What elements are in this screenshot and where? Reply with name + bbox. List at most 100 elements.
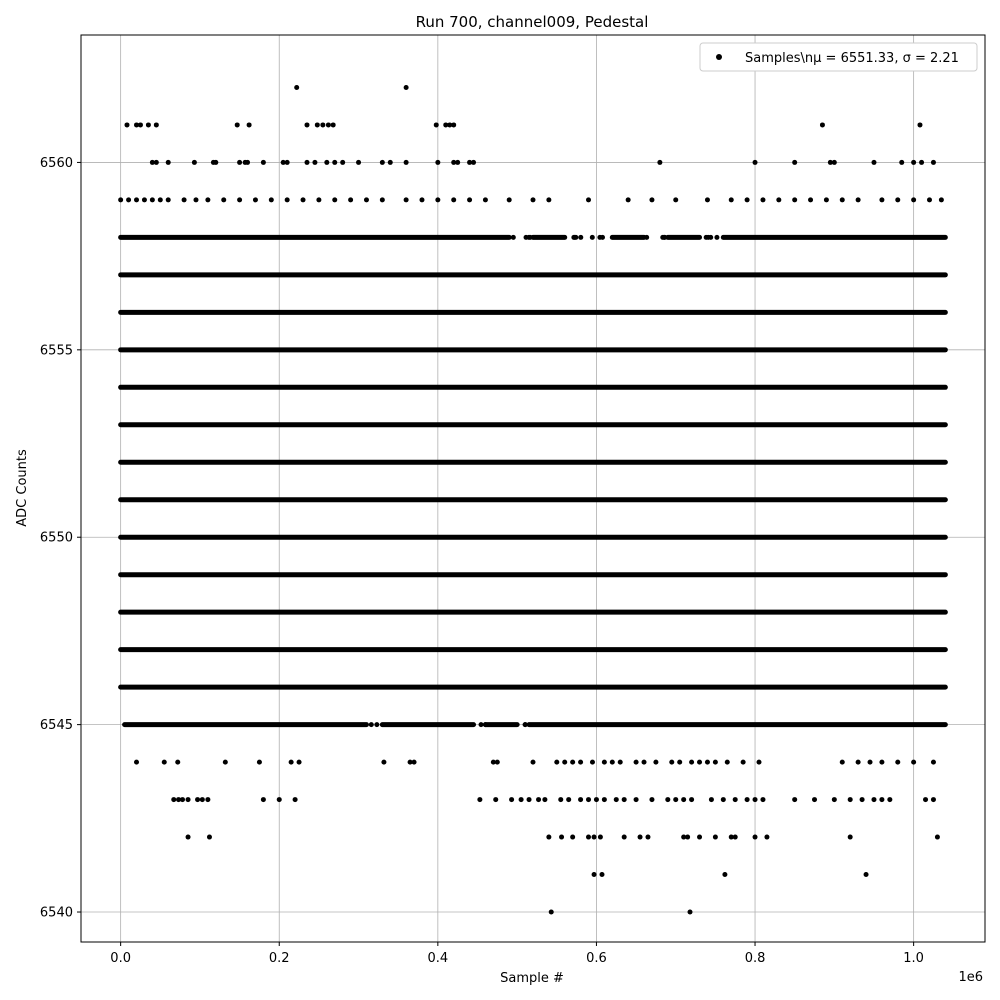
- data-point: [827, 159, 833, 165]
- data-point: [161, 759, 167, 765]
- legend: Samples\nμ = 6551.33, σ = 2.21: [699, 42, 978, 72]
- data-point: [237, 159, 243, 165]
- data-point: [657, 159, 663, 165]
- data-point: [871, 797, 877, 803]
- data-point: [213, 159, 219, 165]
- data-point: [199, 797, 205, 803]
- data-point: [752, 834, 758, 840]
- data-point: [744, 797, 750, 803]
- data-point: [478, 722, 484, 728]
- data-point: [494, 759, 500, 765]
- data-point: [185, 834, 191, 840]
- legend-label: Samples\nμ = 6551.33, σ = 2.21: [745, 51, 959, 66]
- data-point: [697, 834, 703, 840]
- data-point: [756, 759, 762, 765]
- data-point: [621, 834, 627, 840]
- data-point: [752, 797, 758, 803]
- data-point: [185, 797, 191, 803]
- data-point: [930, 797, 936, 803]
- data-point: [153, 159, 159, 165]
- data-point: [509, 797, 515, 803]
- y-tick-label: 6540: [40, 906, 73, 921]
- data-point: [617, 759, 623, 765]
- data-point: [246, 122, 252, 128]
- data-point: [530, 759, 536, 765]
- data-point: [332, 159, 338, 165]
- data-point: [724, 759, 730, 765]
- data-point: [467, 197, 473, 203]
- data-point: [572, 234, 578, 240]
- data-point: [126, 197, 132, 203]
- data-point: [419, 197, 425, 203]
- data-point: [518, 797, 524, 803]
- data-point: [284, 159, 290, 165]
- data-point: [477, 797, 483, 803]
- data-point: [895, 197, 901, 203]
- data-point: [839, 197, 845, 203]
- data-point: [930, 759, 936, 765]
- data-point: [340, 159, 346, 165]
- data-point: [764, 834, 770, 840]
- data-point: [911, 197, 917, 203]
- data-point: [732, 797, 738, 803]
- data-point: [134, 122, 140, 128]
- data-point: [451, 197, 457, 203]
- data-point: [288, 759, 294, 765]
- data-point: [687, 909, 693, 915]
- data-point: [522, 722, 528, 728]
- data-point: [601, 797, 607, 803]
- data-point: [649, 797, 655, 803]
- data-point: [559, 834, 565, 840]
- data-point: [368, 722, 374, 728]
- data-point: [118, 197, 124, 203]
- data-point: [268, 197, 274, 203]
- data-point: [681, 797, 687, 803]
- data-point: [677, 759, 683, 765]
- data-point: [276, 797, 282, 803]
- data-point: [578, 759, 584, 765]
- data-point: [578, 797, 584, 803]
- data-point: [728, 197, 734, 203]
- chart-title: Run 700, channel009, Pedestal: [416, 13, 649, 31]
- data-point: [320, 122, 326, 128]
- data-point: [548, 909, 554, 915]
- data-point: [728, 834, 734, 840]
- data-point: [134, 197, 140, 203]
- data-point: [831, 159, 837, 165]
- data-point: [911, 159, 917, 165]
- data-point: [435, 197, 441, 203]
- data-point: [506, 197, 512, 203]
- y-tick-label: 6555: [40, 343, 73, 358]
- data-point: [411, 759, 417, 765]
- data-point: [645, 834, 651, 840]
- data-point: [292, 797, 298, 803]
- data-point: [712, 759, 718, 765]
- data-point: [348, 197, 354, 203]
- data-point: [387, 159, 393, 165]
- x-tick-label: 0.2: [269, 951, 290, 966]
- data-point: [237, 197, 243, 203]
- data-point: [792, 159, 798, 165]
- data-point: [708, 797, 714, 803]
- data-point: [526, 234, 532, 240]
- data-point: [879, 797, 885, 803]
- data-point: [586, 797, 592, 803]
- data-point: [591, 834, 597, 840]
- data-point: [356, 159, 362, 165]
- data-point: [407, 759, 413, 765]
- data-point: [621, 797, 627, 803]
- data-point: [792, 197, 798, 203]
- data-point: [599, 234, 605, 240]
- data-point: [812, 797, 818, 803]
- data-point: [433, 122, 439, 128]
- data-point: [665, 797, 671, 803]
- data-point: [697, 759, 703, 765]
- data-point: [206, 834, 212, 840]
- data-point: [704, 197, 710, 203]
- data-point: [792, 797, 798, 803]
- axis-ticks: 0.0 0.2 0.4 0.6 0.8 1.0 6540 6545 6550 6555 6560: [40, 156, 924, 966]
- x-axis-label: Sample #: [500, 971, 564, 986]
- data-point: [570, 834, 576, 840]
- data-point: [536, 797, 542, 803]
- data-point: [312, 159, 318, 165]
